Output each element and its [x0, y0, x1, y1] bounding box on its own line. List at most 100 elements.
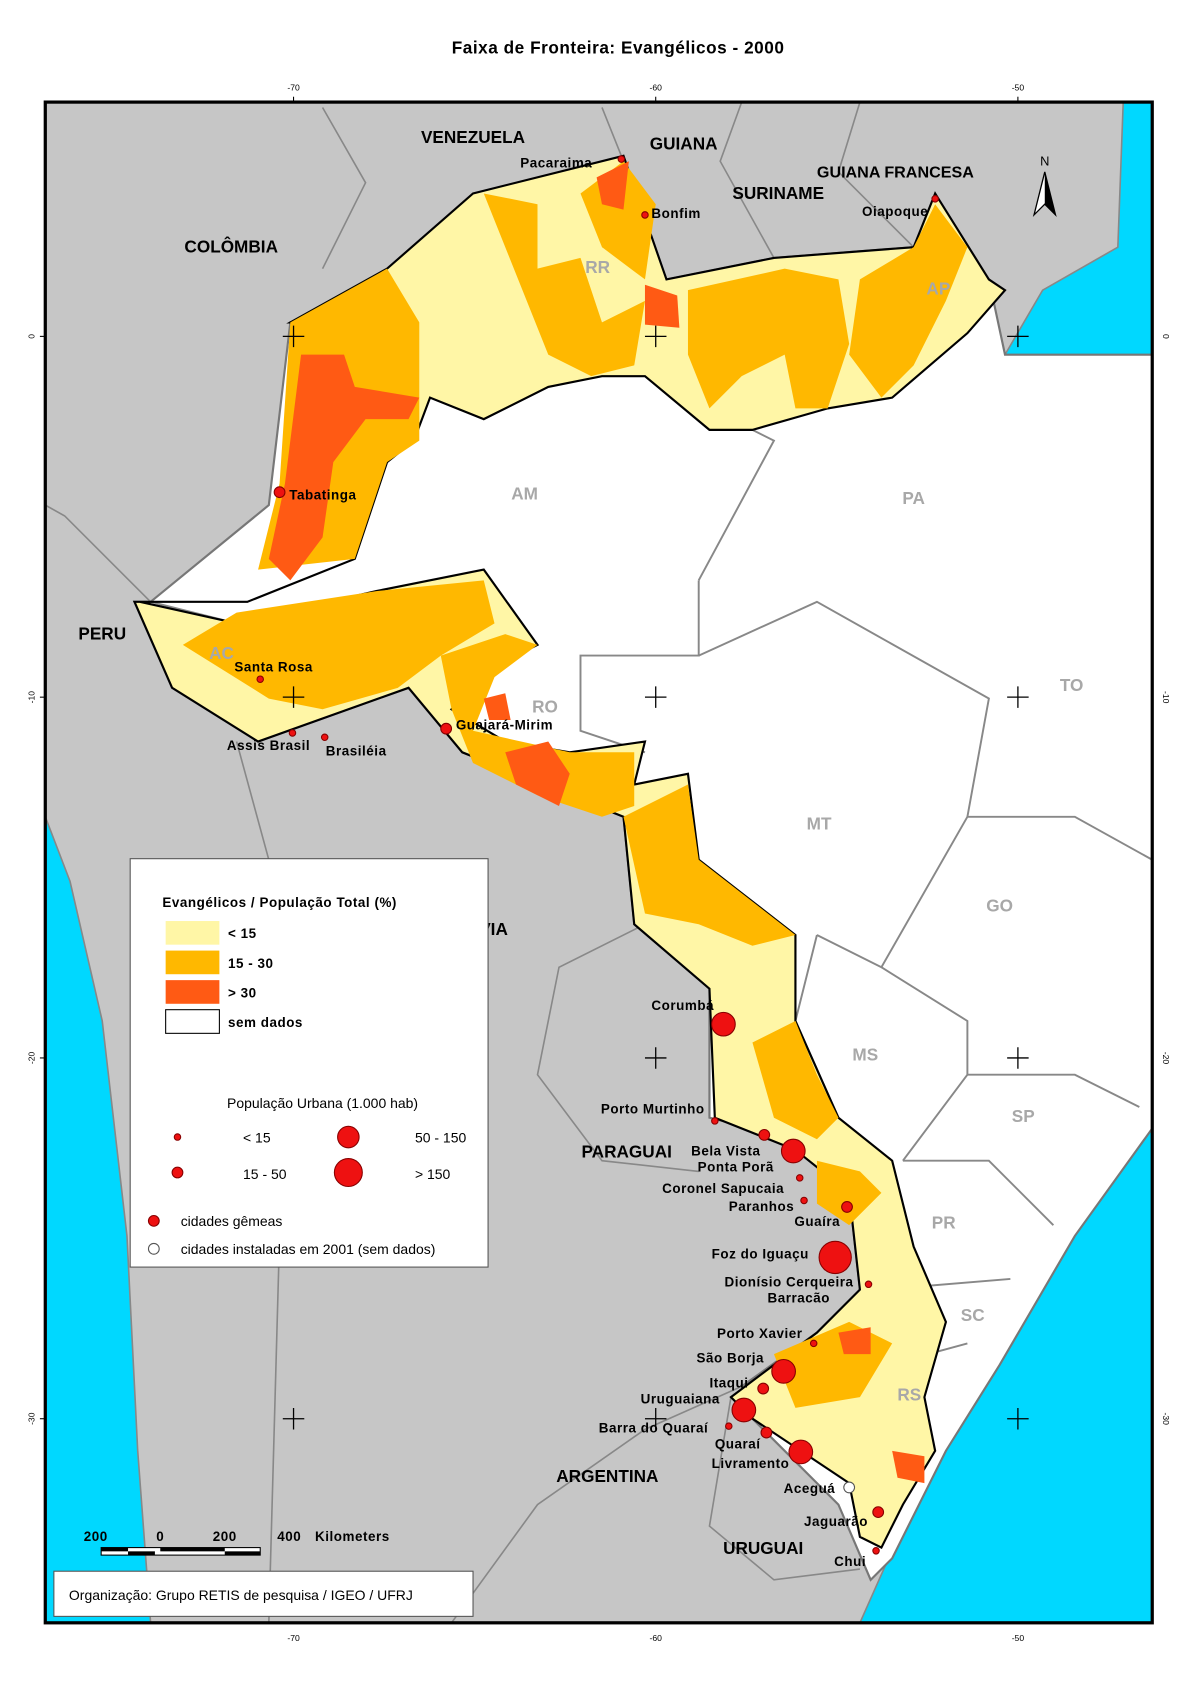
graticule-cross [644, 1047, 667, 1069]
legend-class-label: 15 - 30 [228, 956, 274, 971]
lat-tick-label: -10 [27, 691, 37, 704]
lon-tick-label: -50 [1012, 82, 1025, 92]
graticule-cross [644, 686, 667, 708]
legend-population-title: População Urbana (1.000 hab) [227, 1095, 418, 1111]
legend-box [129, 858, 489, 1268]
legend-classes: < 15 15 - 30 > 30 sem dados [165, 921, 303, 1034]
country-label: ARGENTINA [556, 1466, 658, 1486]
lon-tick-label: -70 [287, 1633, 300, 1643]
lon-tick-label: -50 [1012, 1633, 1025, 1643]
country-label: COLÔMBIA [184, 237, 278, 257]
graticule: -70 -70 -60 -60 -50 -50 0 0 -10 -10 -20 -20 -30 -30 [27, 82, 1171, 1643]
state-label: MT [807, 814, 832, 834]
city-label: Jaguarão [804, 1514, 868, 1529]
state-label: PR [932, 1212, 956, 1232]
country-borders [44, 101, 915, 1624]
lon-tick-label: -60 [650, 82, 663, 92]
city-label: Barracão [767, 1291, 830, 1306]
city-dot [440, 722, 453, 735]
city-dot [273, 486, 286, 499]
lon-tick-label: -70 [287, 82, 300, 92]
city-label: Brasiléia [326, 744, 387, 759]
city-label: Itaqui [709, 1375, 748, 1390]
city-label: Chui [834, 1554, 866, 1569]
legend-population-class: > 150 [415, 1166, 451, 1182]
city-dot [795, 1174, 804, 1182]
legend-class-label: > 30 [228, 985, 257, 1000]
city-dot [288, 729, 297, 737]
legend-dot-new [147, 1242, 160, 1255]
scale-bar-seg [160, 1547, 225, 1552]
lat-tick-label: -20 [27, 1052, 37, 1065]
city-dot [757, 1382, 770, 1395]
city-dot [731, 1397, 757, 1423]
city-dot [931, 195, 939, 203]
state-label: AP [926, 278, 950, 298]
country-label: VENEZUELA [421, 127, 525, 147]
map-title: Faixa de Fronteira: Evangélicos - 2000 [452, 38, 785, 58]
scale-label: 200 [213, 1529, 237, 1544]
city-dot-new [843, 1481, 856, 1494]
city-dot [800, 1196, 808, 1205]
city-label: Pacaraima [520, 156, 592, 171]
lat-tick-label: -30 [27, 1412, 37, 1425]
city-dot [758, 1128, 771, 1141]
state-label: MS [852, 1045, 878, 1065]
scale-label: 0 [156, 1529, 164, 1544]
legend-class-label: < 15 [228, 926, 257, 941]
scale-bar: 200 0 200 400 Kilometers [84, 1529, 390, 1556]
legend-swatch [165, 921, 220, 945]
city-dot [256, 675, 264, 683]
lon-tick-label: -60 [650, 1633, 663, 1643]
graticule-cross [282, 1407, 305, 1430]
city-dot [809, 1339, 818, 1348]
city-label: Porto Xavier [717, 1326, 803, 1341]
lat-tick-label: 0 [27, 334, 37, 339]
country-label: GUIANA FRANCESA [817, 163, 974, 181]
legend-dot [171, 1166, 184, 1179]
city-label: Paranhos [729, 1199, 794, 1214]
city-label: Porto Murtinho [601, 1101, 705, 1116]
country-labels: VENEZUELA GUIANA SURINAME GUIANA FRANCES… [78, 127, 974, 1558]
graticule-cross [1007, 1407, 1029, 1430]
city-label: Barra do Quaraí [599, 1421, 709, 1436]
legend-dot [173, 1133, 182, 1141]
state-label: SP [1012, 1106, 1035, 1126]
country-label: SURINAME [732, 183, 824, 203]
city-dot [320, 733, 329, 742]
city-dot [760, 1426, 773, 1439]
city-label: Aceguá [784, 1481, 836, 1496]
city-dot [771, 1358, 796, 1384]
scale-bar-seg [128, 1551, 155, 1556]
city-label: Guajará-Mirim [456, 718, 553, 733]
state-label: TO [1060, 675, 1084, 695]
legend-class-label: sem dados [228, 1015, 303, 1030]
legend-population-class: 50 - 150 [415, 1129, 466, 1145]
scale-unit: Kilometers [315, 1529, 390, 1544]
city-label: Foz do Iguaçu [712, 1246, 809, 1261]
city-dot [872, 1506, 885, 1519]
graticule-cross [644, 1407, 667, 1430]
map-frame [43, 100, 1154, 1625]
legend-population-class: < 15 [243, 1129, 271, 1145]
state-label: AM [511, 484, 538, 504]
scale-bar-seg [101, 1547, 129, 1552]
state-label: PA [902, 488, 925, 508]
city-label: São Borja [697, 1351, 765, 1366]
legend-dot [333, 1158, 363, 1188]
city-labels: Pacaraima Bonfim Oiapoque Tabatinga Sant… [227, 156, 928, 1569]
lat-tick-label: -20 [1161, 1052, 1171, 1065]
state-borders [150, 429, 1153, 1377]
city-label: Livramento [712, 1456, 790, 1471]
lat-tick-label: -30 [1161, 1413, 1171, 1426]
city-label: Bonfim [651, 206, 700, 221]
country-label: GUIANA [650, 133, 718, 153]
city-label: Santa Rosa [234, 660, 312, 675]
city-dot [788, 1439, 814, 1465]
city-dot [864, 1280, 873, 1289]
city-dot [725, 1422, 733, 1430]
city-dot [711, 1011, 736, 1037]
legend-dot [337, 1125, 360, 1149]
city-dot [641, 211, 649, 219]
scale-bar-seg [224, 1551, 261, 1556]
